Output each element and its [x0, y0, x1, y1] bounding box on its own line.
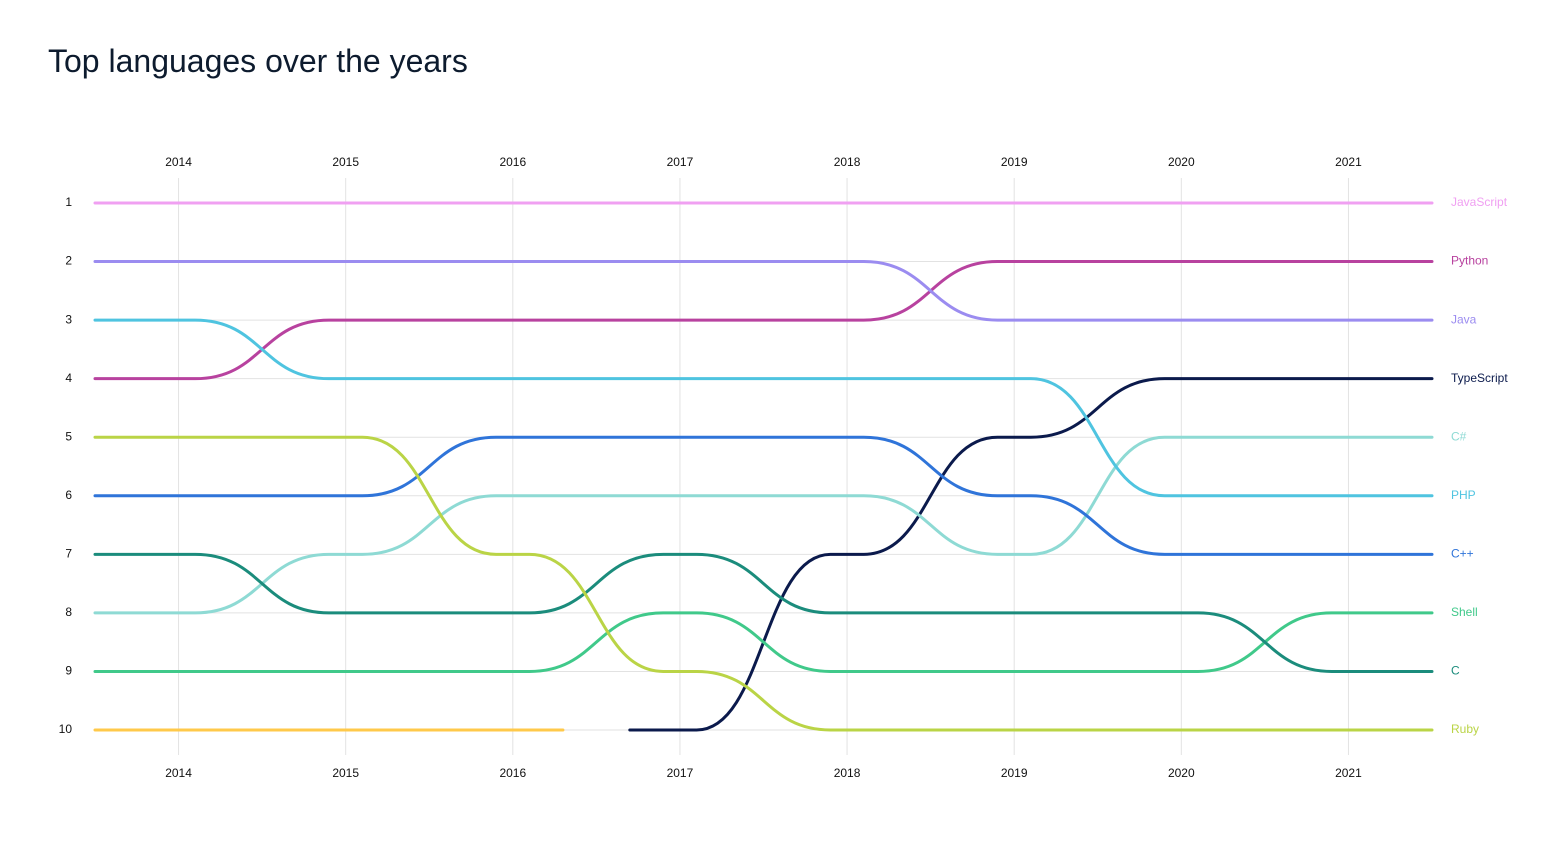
- legend-label: Shell: [1451, 605, 1478, 619]
- x-tick-label: 2018: [834, 155, 861, 169]
- x-tick-label: 2019: [1001, 766, 1028, 780]
- legend-label: Python: [1451, 254, 1488, 268]
- x-tick-label: 2018: [834, 766, 861, 780]
- x-tick-label: 2016: [499, 155, 526, 169]
- y-tick-label: 9: [65, 664, 72, 678]
- x-tick-label: 2017: [667, 766, 694, 780]
- x-tick-label: 2014: [165, 766, 192, 780]
- series-line: [93, 318, 1434, 498]
- series-line: [628, 377, 1434, 732]
- x-tick-label: 2016: [499, 766, 526, 780]
- y-tick-label: 8: [65, 605, 72, 619]
- y-tick-label: 10: [59, 722, 73, 736]
- series-line: [93, 260, 1434, 322]
- y-tick-label: 4: [65, 371, 72, 385]
- series-line: [93, 435, 1434, 615]
- series-line: [93, 260, 1434, 381]
- legend-label: C++: [1451, 547, 1474, 561]
- series-line: [93, 435, 1434, 556]
- legend-label: PHP: [1451, 488, 1476, 502]
- chart-title: Top languages over the years: [48, 43, 468, 79]
- legend-label: Ruby: [1451, 722, 1479, 736]
- legend-label: JavaScript: [1451, 195, 1508, 209]
- legend-label: Java: [1451, 312, 1477, 326]
- x-tick-label: 2014: [165, 155, 192, 169]
- x-tick-label: 2015: [332, 766, 359, 780]
- x-tick-label: 2021: [1335, 155, 1362, 169]
- x-tick-label: 2017: [667, 155, 694, 169]
- series-line: [93, 611, 1434, 673]
- series-line: [93, 552, 1434, 673]
- x-tick-label: 2020: [1168, 766, 1195, 780]
- x-tick-label: 2019: [1001, 155, 1028, 169]
- y-tick-label: 6: [65, 488, 72, 502]
- x-tick-label: 2020: [1168, 155, 1195, 169]
- legend-label: TypeScript: [1451, 371, 1508, 385]
- x-tick-label: 2015: [332, 155, 359, 169]
- legend-label: C: [1451, 664, 1460, 678]
- series-line: [93, 435, 1434, 732]
- legend-label: C#: [1451, 429, 1467, 443]
- y-tick-label: 3: [65, 312, 72, 326]
- y-tick-label: 1: [65, 195, 72, 209]
- y-tick-label: 5: [65, 429, 72, 443]
- y-tick-label: 7: [65, 547, 72, 561]
- x-tick-label: 2021: [1335, 766, 1362, 780]
- y-tick-label: 2: [65, 254, 72, 268]
